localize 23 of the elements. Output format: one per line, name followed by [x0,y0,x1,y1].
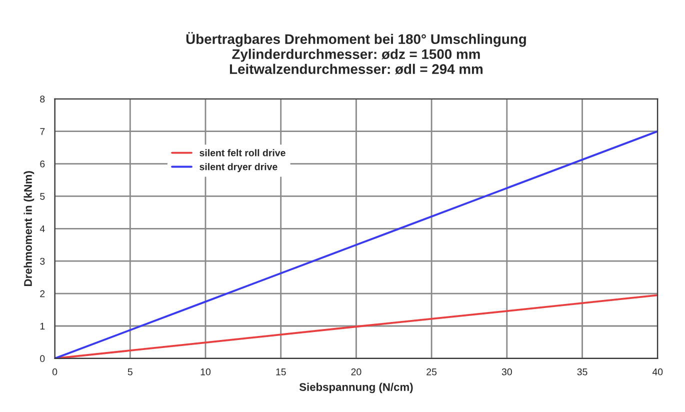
x-tick-label: 5 [128,368,132,376]
x-tick-label: 30 [502,368,512,376]
y-tick-label: 4 [40,225,45,232]
x-axis-title: Siebspannung (N/cm) [299,382,413,394]
x-tick-label: 10 [200,368,211,376]
legend-label: silent felt roll drive [200,149,286,156]
y-tick-label: 8 [40,96,45,102]
x-tick-label: 20 [351,368,362,376]
x-tick-label: 25 [426,368,437,376]
y-tick-label: 2 [40,290,45,298]
x-tick-label: 35 [577,368,588,376]
chart-title: Übertragbares Drehmoment bei 180° Umschlingung Zylinderdurchmesser: ødz = 1500 mm Leitwalzendurchmesser: ødl = 294 mm [186,32,526,74]
y-tick-label: 7 [40,128,45,135]
y-tick-label: 1 [40,322,45,330]
x-tick-label: 15 [276,368,286,376]
y-tick-label: 5 [40,193,45,200]
legend-label: silent dryer drive [200,163,278,172]
y-tick-label: 3 [40,258,45,265]
x-tick-label: 0 [52,368,58,376]
y-tick-label: 6 [40,160,45,168]
y-tick-label: 0 [40,355,45,362]
y-axis-title: Drehmoment in (kNm) [24,171,34,286]
x-tick-label: 40 [652,368,663,376]
